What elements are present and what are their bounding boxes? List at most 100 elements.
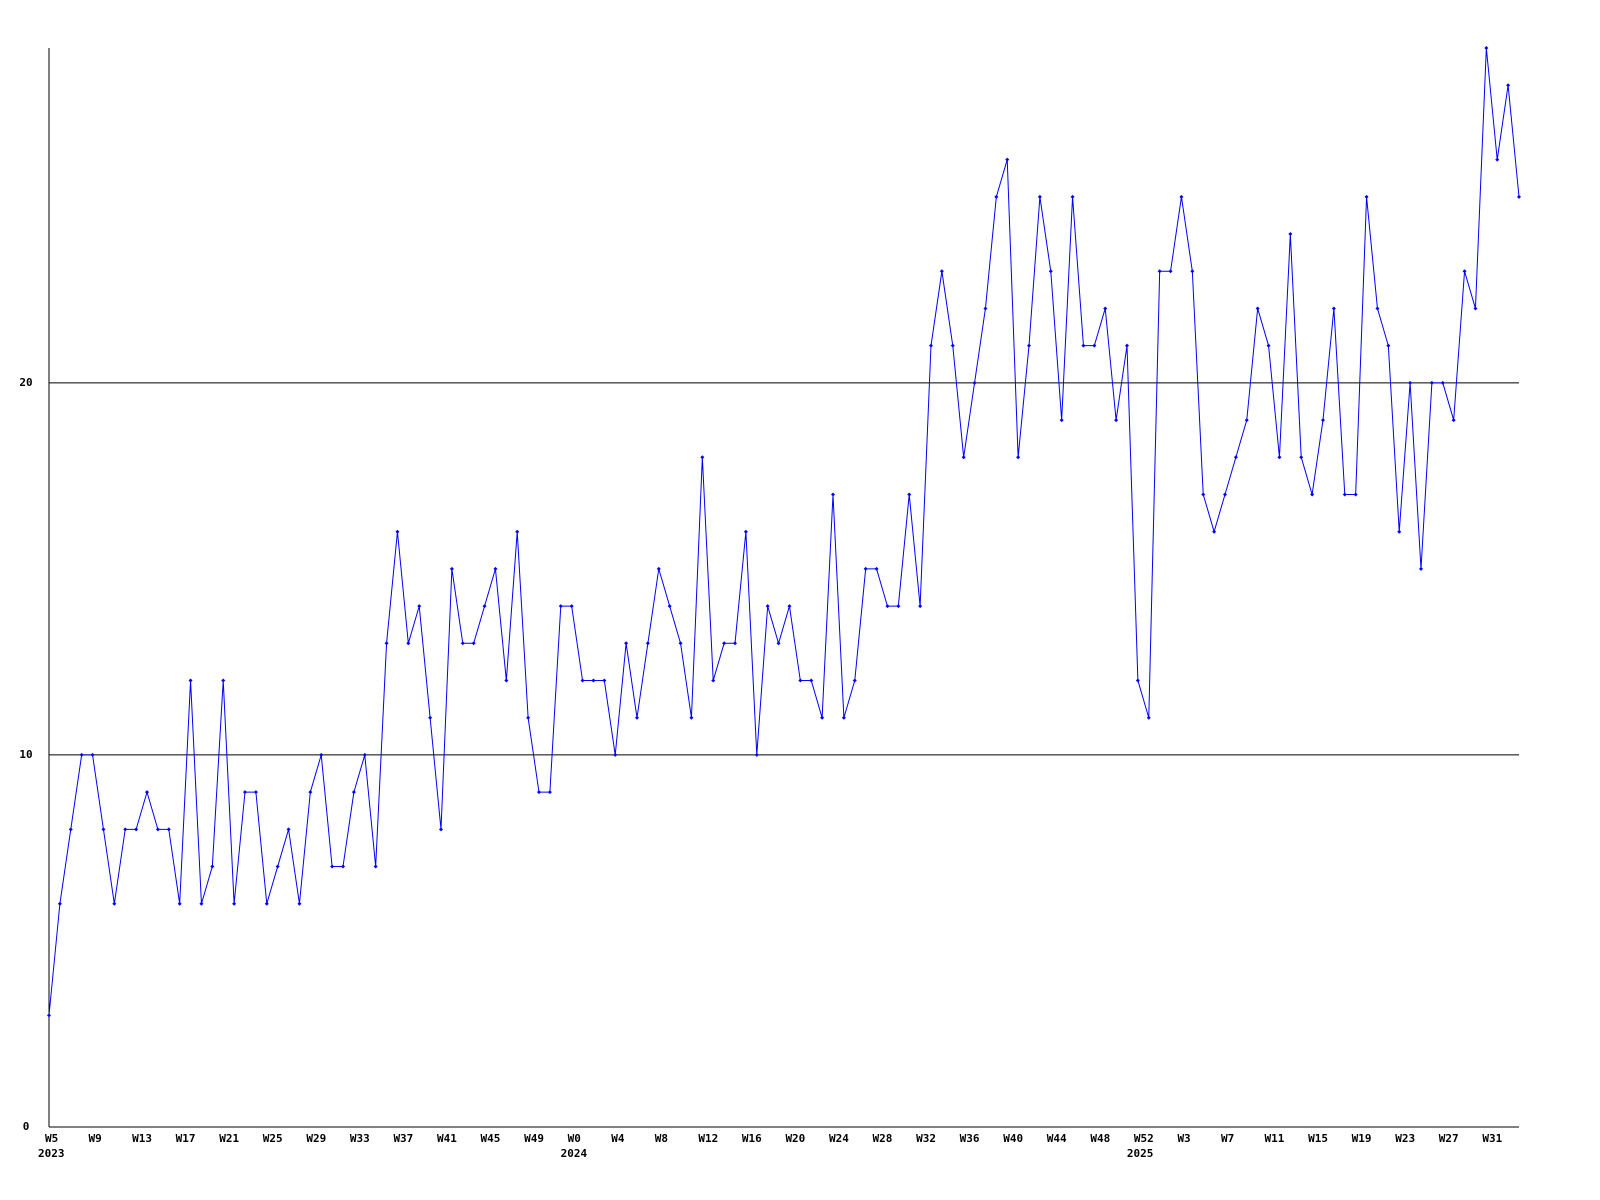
x-tick-label: W29	[306, 1132, 326, 1145]
marker	[428, 715, 433, 720]
marker	[907, 492, 912, 497]
marker	[939, 269, 944, 274]
x-tick-label: W9	[89, 1132, 102, 1145]
x-tick-label: W3	[1177, 1132, 1190, 1145]
marker	[79, 752, 84, 757]
marker	[1266, 343, 1271, 348]
marker	[166, 827, 171, 832]
marker	[482, 604, 487, 609]
marker	[341, 864, 345, 869]
x-tick-label: W37	[393, 1132, 413, 1145]
marker	[210, 864, 215, 869]
x-tick-label: W40	[1003, 1132, 1023, 1145]
marker	[635, 715, 639, 720]
marker	[874, 566, 879, 571]
marker	[253, 790, 258, 795]
marker	[1353, 492, 1358, 497]
marker	[243, 790, 247, 795]
marker	[57, 901, 62, 906]
marker	[188, 678, 193, 683]
marker	[1310, 492, 1315, 497]
marker	[395, 529, 400, 534]
marker	[493, 566, 498, 571]
marker	[1146, 715, 1151, 720]
marker	[471, 641, 476, 646]
y-tick-label: 20	[19, 376, 32, 389]
marker	[1375, 306, 1380, 311]
x-tick-label: W17	[176, 1132, 196, 1145]
x-tick-label: W27	[1439, 1132, 1459, 1145]
x-tick-label: W33	[350, 1132, 370, 1145]
x-tick-label: W15	[1308, 1132, 1328, 1145]
x-tick-label: W52	[1134, 1132, 1154, 1145]
marker	[308, 790, 313, 795]
marker	[90, 752, 95, 757]
marker	[929, 343, 933, 348]
marker	[373, 864, 378, 869]
x-tick-label: W36	[960, 1132, 980, 1145]
marker	[678, 641, 683, 646]
marker	[885, 604, 890, 609]
marker	[1157, 269, 1162, 274]
marker	[700, 455, 705, 460]
marker	[1005, 157, 1010, 162]
marker	[765, 604, 770, 609]
marker	[754, 752, 759, 757]
marker	[1201, 492, 1206, 497]
marker	[645, 641, 650, 646]
marker	[831, 492, 835, 497]
marker	[994, 194, 999, 199]
marker	[232, 901, 237, 906]
marker	[177, 901, 182, 906]
marker	[1114, 418, 1119, 423]
x-tick-label: W32	[916, 1132, 936, 1145]
x-tick-label: W31	[1482, 1132, 1502, 1145]
marker	[809, 678, 814, 683]
marker	[449, 566, 454, 571]
x-tick-label: W19	[1352, 1132, 1372, 1145]
marker	[1059, 418, 1064, 423]
marker	[613, 752, 618, 757]
marker	[1277, 455, 1282, 460]
marker	[1223, 492, 1227, 497]
marker	[1081, 343, 1086, 348]
marker	[1484, 46, 1489, 50]
marker	[1299, 455, 1304, 460]
marker	[1233, 455, 1238, 460]
x-tick-label: W11	[1265, 1132, 1285, 1145]
marker	[852, 678, 857, 683]
marker	[1495, 157, 1500, 162]
marker	[1386, 343, 1391, 348]
x-tick-label: W21	[219, 1132, 239, 1145]
marker	[950, 343, 955, 348]
marker	[743, 529, 748, 534]
x-tick-label: W48	[1090, 1132, 1110, 1145]
marker	[526, 715, 531, 720]
x-year-label: 2025	[1127, 1147, 1154, 1160]
x-year-label: 2023	[38, 1147, 65, 1160]
marker	[199, 901, 204, 906]
marker	[1473, 306, 1478, 311]
marker	[145, 790, 149, 795]
marker	[580, 678, 585, 683]
marker	[798, 678, 803, 683]
marker	[1364, 194, 1369, 199]
marker	[319, 752, 324, 757]
x-tick-label: W4	[611, 1132, 625, 1145]
line	[48, 47, 1520, 1016]
marker	[515, 529, 520, 534]
marker	[624, 641, 629, 646]
marker	[1179, 194, 1184, 199]
marker	[1342, 492, 1347, 497]
x-tick-label: W45	[481, 1132, 501, 1145]
marker	[961, 455, 966, 460]
marker	[689, 715, 694, 720]
x-tick-label: W0	[568, 1132, 581, 1145]
x-tick-label: W7	[1221, 1132, 1234, 1145]
marker	[602, 678, 607, 683]
marker	[330, 864, 335, 869]
marker	[537, 790, 541, 795]
marker	[733, 641, 737, 646]
x-year-label: 2024	[561, 1147, 588, 1160]
marker	[417, 604, 422, 609]
